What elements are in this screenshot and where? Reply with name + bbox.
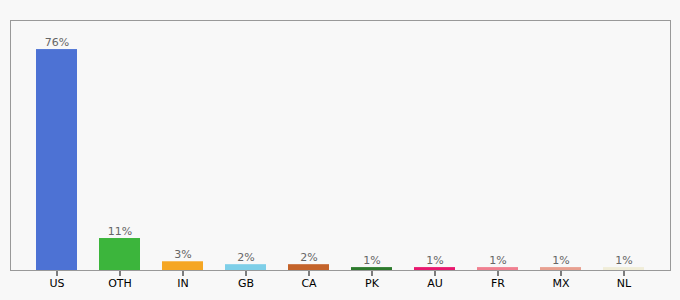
svg-text:11%: 11% (108, 225, 132, 238)
svg-text:76%: 76% (45, 36, 69, 49)
svg-text:3%: 3% (174, 248, 191, 261)
svg-text:1%: 1% (552, 254, 569, 267)
svg-text:1%: 1% (363, 254, 380, 267)
svg-text:CA: CA (301, 277, 317, 290)
svg-text:MX: MX (552, 277, 569, 290)
svg-text:AU: AU (427, 277, 443, 290)
svg-text:1%: 1% (426, 254, 443, 267)
svg-text:PK: PK (365, 277, 380, 290)
svg-text:NL: NL (617, 277, 632, 290)
svg-text:1%: 1% (489, 254, 506, 267)
svg-text:2%: 2% (300, 251, 317, 264)
svg-text:1%: 1% (615, 254, 632, 267)
svg-text:IN: IN (177, 277, 188, 290)
svg-text:GB: GB (238, 277, 254, 290)
svg-text:OTH: OTH (108, 277, 132, 290)
svg-text:US: US (49, 277, 64, 290)
svg-text:FR: FR (491, 277, 505, 290)
svg-text:2%: 2% (237, 251, 254, 264)
